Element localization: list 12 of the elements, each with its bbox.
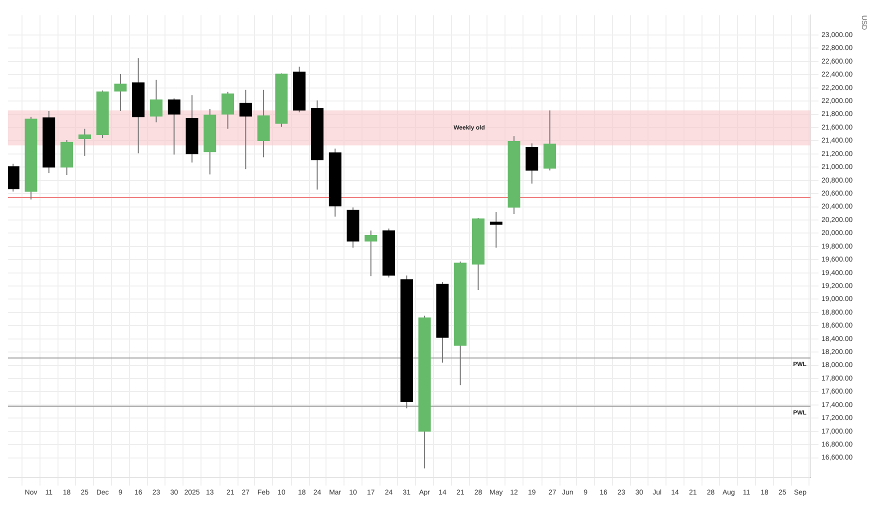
candlestick [221, 91, 234, 130]
candlestick [114, 73, 127, 112]
candlestick [257, 89, 270, 158]
candlestick [168, 98, 180, 156]
candlestick [490, 212, 502, 248]
candlestick [78, 128, 91, 156]
candlestick [526, 142, 538, 184]
candlestick [543, 110, 556, 171]
candlestick [239, 89, 252, 170]
candlestick [60, 140, 74, 176]
candlestick [364, 230, 378, 277]
candlestick [8, 163, 20, 192]
